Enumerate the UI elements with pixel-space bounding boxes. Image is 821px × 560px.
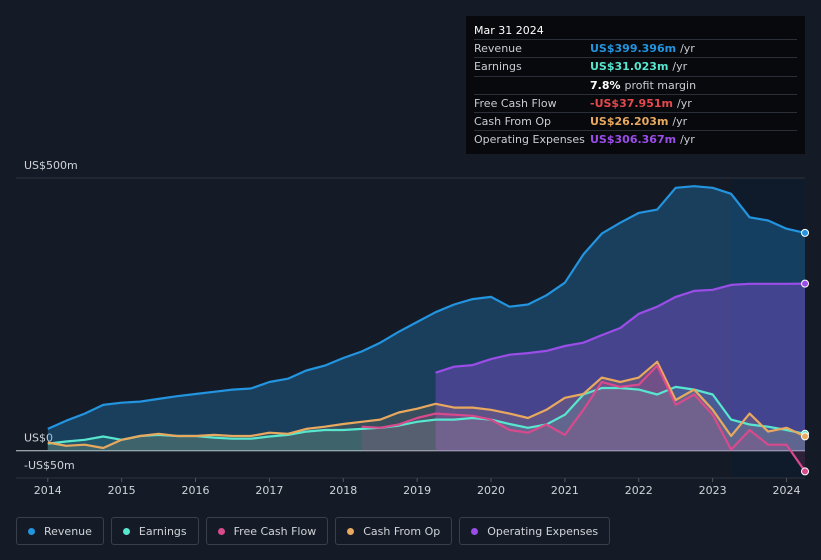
x-tick-label: 2020 (477, 484, 505, 497)
legend-item[interactable]: Free Cash Flow (205, 517, 329, 545)
legend-label: Cash From Op (363, 524, 441, 538)
legend-item[interactable]: Operating Expenses (459, 517, 611, 545)
tooltip-row: Operating Expenses US$306.367m/yr (474, 130, 797, 148)
end-point (801, 228, 809, 237)
legend-dot (347, 527, 355, 535)
area (361, 365, 805, 472)
legend-dot (217, 527, 225, 535)
legend-label: Free Cash Flow (233, 524, 317, 538)
recent-period-band (731, 178, 805, 478)
tooltip-label: Earnings (474, 60, 522, 74)
tooltip-value: US$399.396m (590, 42, 677, 56)
tooltip-value: US$26.203m (590, 115, 669, 129)
x-tick-label: 2017 (255, 484, 283, 497)
end-point (801, 467, 809, 476)
y-tick-label: US$0 (24, 432, 53, 445)
legend-label: Revenue (44, 524, 92, 538)
tooltip-value: US$31.023m (590, 60, 669, 74)
legend-item[interactable]: Earnings (110, 517, 199, 545)
y-tick-label: US$500m (24, 159, 78, 172)
legend-dot (122, 527, 130, 535)
x-tick-label: 2021 (551, 484, 579, 497)
line (361, 364, 806, 473)
legend-item[interactable]: Revenue (16, 517, 104, 545)
legend: Revenue Earnings Free Cash Flow Cash From O… (16, 517, 611, 545)
tooltip-unit: /yr (680, 133, 695, 147)
x-tick-label: 2019 (403, 484, 431, 497)
tooltip-unit: profit margin (624, 78, 697, 92)
tooltip-unit: /yr (672, 60, 688, 74)
legend-item[interactable]: Cash From Op (335, 517, 453, 545)
legend-dot (471, 527, 479, 535)
tooltip-label: Operating Expenses (474, 133, 585, 147)
tooltip-label: Free Cash Flow (474, 96, 557, 110)
tooltip-row: Revenue US$399.396m/yr (474, 39, 797, 57)
tooltip-label: Revenue (474, 42, 522, 56)
x-tick-label: 2018 (329, 484, 357, 497)
tooltip-unit: /yr (676, 96, 692, 110)
tooltip-row: Free Cash Flow -US$37.951m/yr (474, 93, 797, 112)
tooltip-value: 7.8% (590, 78, 621, 92)
legend-dot (28, 527, 35, 535)
legend-label: Operating Expenses (487, 524, 599, 538)
line (435, 282, 806, 374)
x-tick-label: 2024 (773, 484, 801, 497)
area (47, 386, 806, 451)
tooltip: Mar 31 2024 Revenue US$399.396m/yr Earning… (466, 16, 805, 154)
x-tick-label: 2014 (34, 484, 62, 497)
tooltip-unit: /yr (672, 115, 688, 129)
y-tick-label: -US$50m (24, 459, 75, 472)
tooltip-row: Cash From Op US$26.203m/yr (474, 111, 797, 130)
legend-label: Earnings (138, 524, 187, 538)
tooltip-value: US$306.367m (590, 133, 677, 147)
tooltip-row: Earnings US$31.023m/yr (474, 57, 797, 75)
x-tick-label: 2015 (108, 484, 136, 497)
tooltip-date: Mar 31 2024 (474, 24, 544, 38)
line (47, 360, 806, 450)
x-tick-label: 2016 (182, 484, 210, 497)
line (47, 185, 806, 430)
x-tick-label: 2023 (699, 484, 727, 497)
end-point (801, 432, 809, 441)
tooltip-unit: /yr (680, 42, 695, 56)
tooltip-label: Cash From Op (474, 115, 552, 129)
end-point (801, 279, 809, 288)
chart: US$500m US$0 -US$50m 2014 2015 2016 2017 2018 20… (16, 159, 809, 497)
tooltip-row: 7.8% profit margin (474, 75, 797, 94)
x-tick-label: 2022 (625, 484, 653, 497)
tooltip-value: -US$37.951m (590, 96, 673, 110)
